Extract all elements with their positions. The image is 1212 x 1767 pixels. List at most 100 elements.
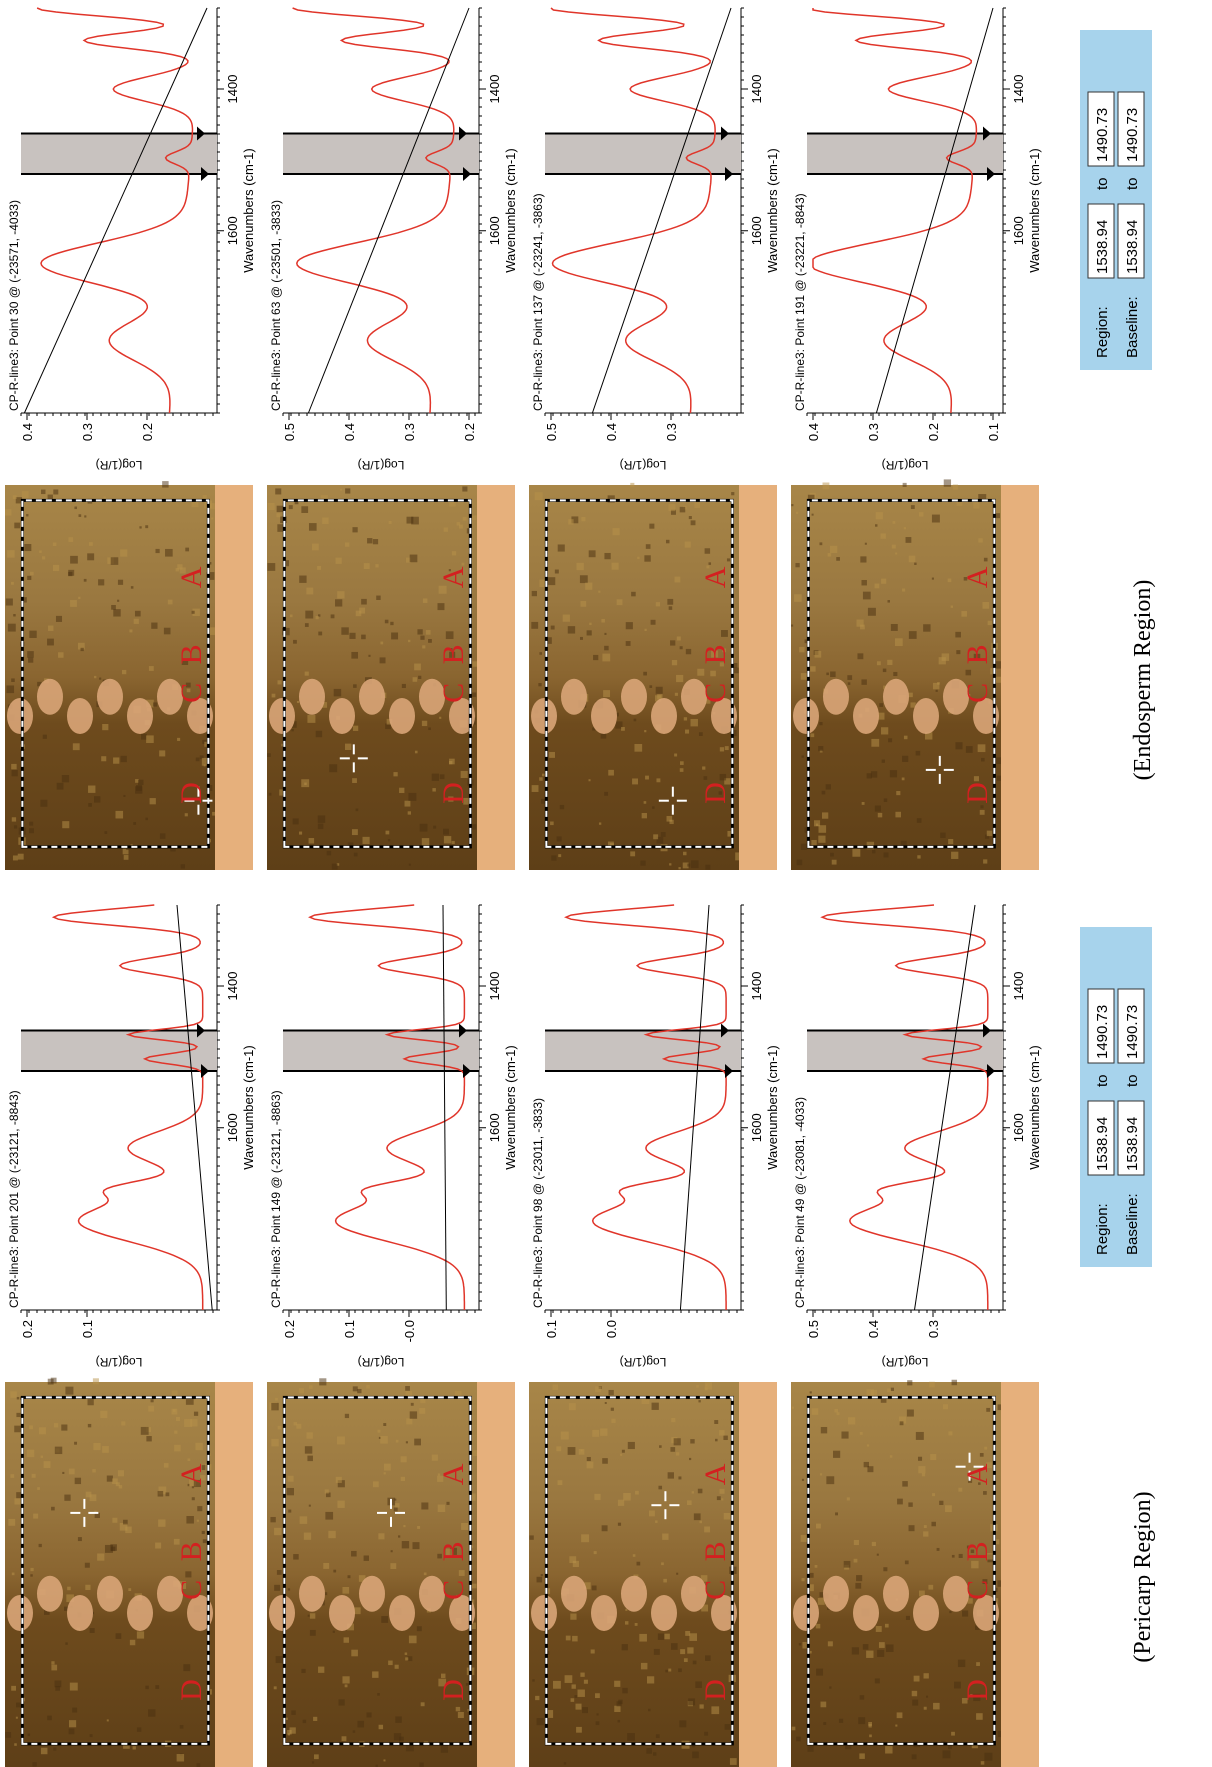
texture: [683, 852, 687, 856]
texture: [336, 558, 342, 564]
texture: [900, 1421, 904, 1425]
texture: [670, 1447, 675, 1452]
texture: [164, 1463, 169, 1468]
texture: [409, 864, 411, 866]
texture: [197, 1506, 202, 1511]
texture: [174, 1431, 177, 1434]
texture: [185, 548, 189, 552]
texture: [372, 1671, 378, 1677]
texture: [299, 832, 302, 835]
texture: [269, 793, 272, 796]
texture: [462, 563, 465, 566]
texture: [847, 1497, 850, 1500]
texture: [300, 1516, 308, 1524]
layer-label: B: [437, 644, 470, 664]
texture: [581, 517, 585, 521]
texture: [12, 770, 18, 776]
texture: [689, 1633, 697, 1641]
texture: [635, 1491, 639, 1495]
y-tick-label: 0.3: [926, 1320, 941, 1338]
texture: [420, 636, 424, 640]
x-tick-label: 1600: [749, 1113, 764, 1142]
spectrum-title: CP-R-line3: Point 98 @ (-23011, -3833): [531, 1098, 545, 1308]
texture: [426, 630, 431, 635]
cell: [793, 1595, 819, 1631]
texture: [93, 1378, 99, 1384]
texture: [388, 1661, 393, 1666]
texture: [94, 796, 100, 802]
cell: [531, 1595, 557, 1631]
texture: [33, 1514, 38, 1519]
texture: [316, 616, 319, 619]
texture: [721, 1498, 723, 1500]
texture: [439, 717, 441, 719]
texture: [310, 1630, 316, 1636]
texture: [897, 1499, 903, 1505]
texture: [376, 596, 380, 600]
texture: [85, 1563, 90, 1568]
texture: [62, 821, 69, 828]
texture: [565, 1675, 573, 1683]
texture: [633, 1554, 636, 1557]
texture: [877, 1650, 884, 1657]
texture: [939, 1501, 943, 1505]
texture: [449, 761, 452, 764]
texture: [711, 1706, 719, 1714]
texture: [558, 544, 565, 551]
texture: [72, 1708, 77, 1713]
texture: [984, 558, 988, 562]
texture: [602, 1525, 608, 1531]
texture: [723, 1436, 727, 1440]
texture: [614, 1681, 620, 1687]
texture: [8, 624, 16, 632]
cell: [37, 1576, 63, 1612]
texture: [866, 1651, 873, 1658]
texture: [674, 577, 680, 583]
texture: [107, 1476, 113, 1482]
texture: [88, 803, 92, 807]
texture: [691, 719, 698, 726]
texture: [680, 507, 686, 513]
texture: [398, 1535, 400, 1537]
texture: [197, 1520, 199, 1522]
texture: [604, 646, 608, 650]
texture: [194, 1412, 198, 1416]
texture: [867, 1466, 873, 1472]
texture: [151, 623, 157, 629]
region-box: Region:1538.94to1490.73Baseline:1538.94t…: [1080, 927, 1152, 1267]
texture: [386, 831, 390, 835]
texture: [857, 653, 863, 659]
texture: [118, 1470, 124, 1476]
texture: [830, 671, 836, 677]
texture: [594, 1551, 597, 1554]
texture: [895, 1725, 897, 1727]
texture: [28, 658, 33, 663]
texture: [44, 1461, 51, 1468]
texture: [383, 1759, 385, 1761]
texture: [821, 1702, 827, 1708]
texture: [168, 600, 173, 605]
texture: [342, 1587, 349, 1594]
micrograph: DCBA: [529, 483, 777, 870]
texture: [364, 1556, 369, 1561]
texture: [815, 651, 822, 658]
texture: [53, 565, 59, 571]
spectrum: CP-R-line3: Point 191 @ (-23221, -8843)1…: [793, 8, 1042, 472]
texture: [875, 524, 877, 526]
texture: [37, 1487, 40, 1490]
texture: [653, 1752, 656, 1755]
texture: [958, 1660, 965, 1667]
texture: [402, 684, 406, 688]
texture: [652, 1403, 659, 1410]
texture: [532, 591, 537, 596]
outer-layer: [739, 485, 777, 870]
texture: [818, 746, 823, 751]
texture: [674, 754, 677, 757]
texture: [532, 1679, 534, 1681]
texture: [860, 1695, 864, 1699]
texture: [871, 1390, 877, 1396]
texture: [268, 503, 275, 510]
texture: [908, 1502, 912, 1506]
texture: [381, 1616, 388, 1623]
texture: [405, 801, 411, 807]
